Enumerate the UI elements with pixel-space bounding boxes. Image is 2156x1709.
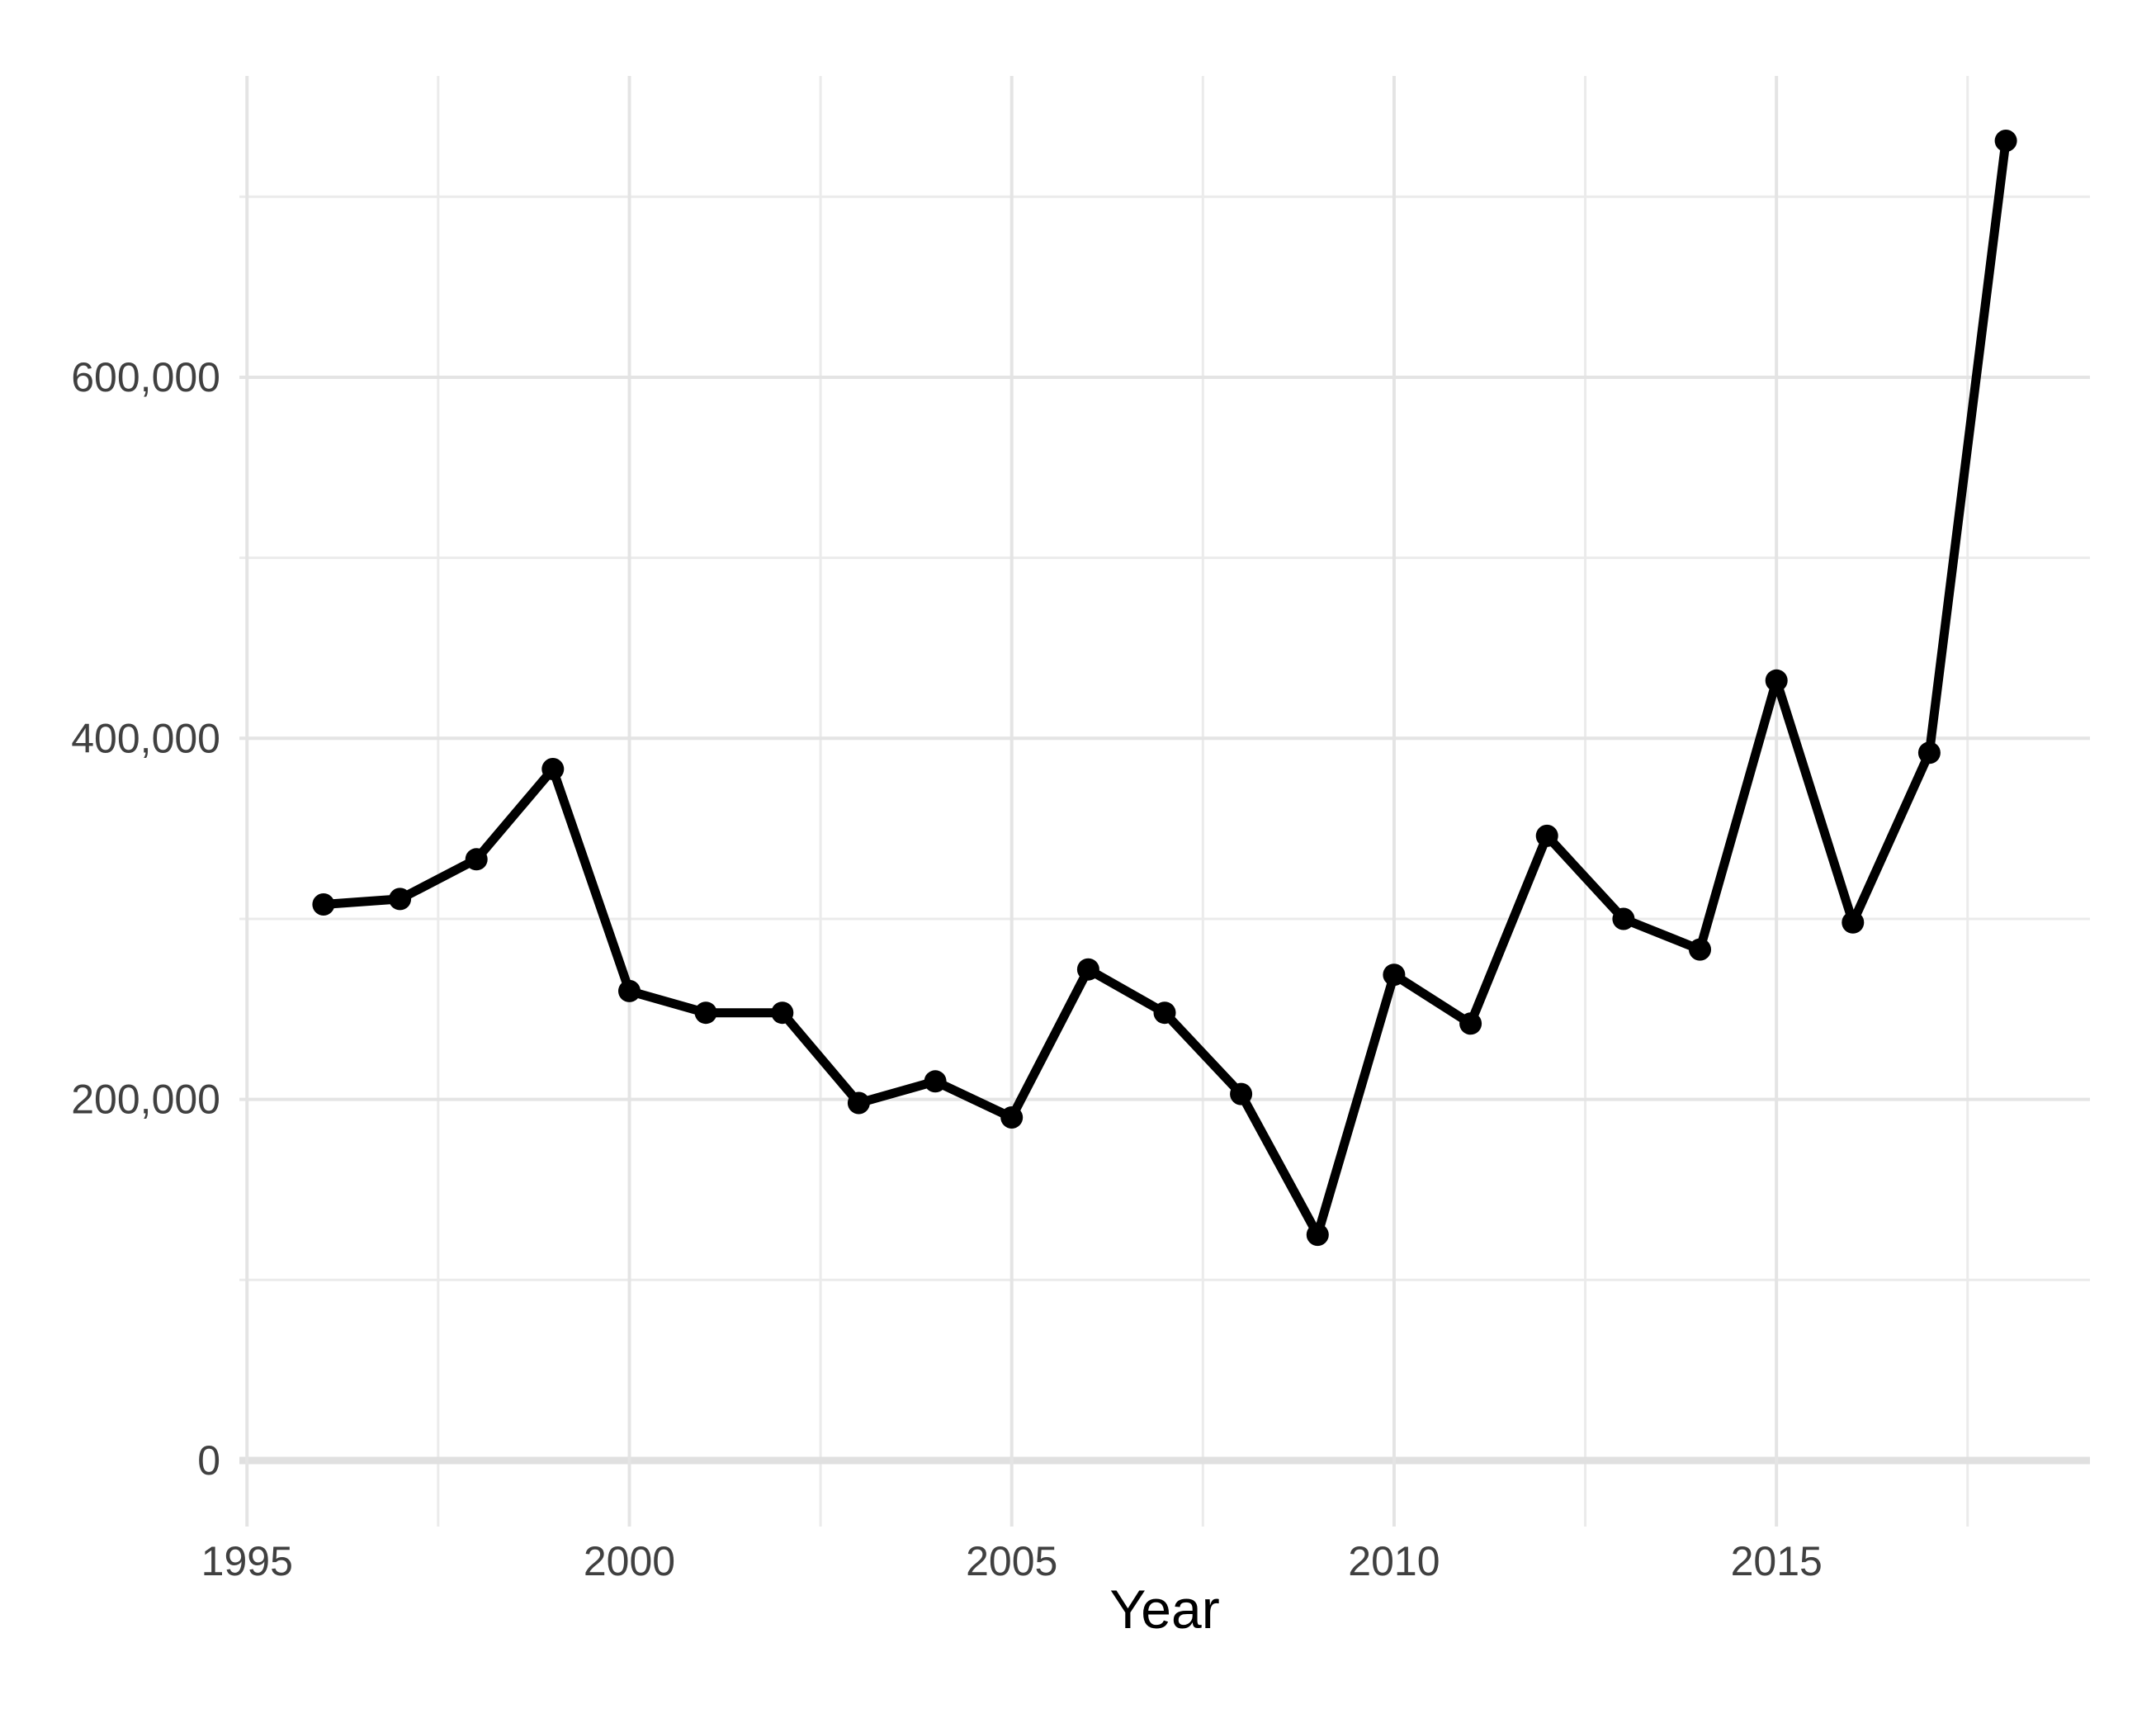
data-point bbox=[847, 1091, 870, 1115]
data-line bbox=[323, 140, 2011, 1240]
data-point bbox=[312, 893, 335, 916]
y-axis-tick-labels: 0 200,000 400,000 600,000 bbox=[71, 354, 220, 1484]
x-axis-title: Year bbox=[1109, 1579, 1219, 1640]
x-tick-label: 1995 bbox=[201, 1538, 293, 1584]
data-point bbox=[541, 758, 565, 780]
data-point bbox=[1765, 669, 1788, 692]
data-point bbox=[465, 848, 488, 871]
y-tick-label: 400,000 bbox=[71, 715, 220, 761]
x-tick-label: 2005 bbox=[966, 1538, 1057, 1584]
gridlines-major bbox=[239, 76, 2090, 1527]
data-point bbox=[618, 979, 641, 1002]
data-point bbox=[1230, 1082, 1253, 1105]
data-point bbox=[924, 1070, 947, 1093]
y-tick-label: 200,000 bbox=[71, 1077, 220, 1123]
y-tick-label: 0 bbox=[197, 1437, 220, 1484]
data-point bbox=[1535, 824, 1558, 847]
y-tick-label: 600,000 bbox=[71, 354, 220, 400]
data-point bbox=[694, 1001, 717, 1025]
data-point bbox=[1306, 1224, 1329, 1247]
data-point bbox=[1459, 1012, 1482, 1035]
data-point bbox=[1612, 907, 1635, 930]
x-tick-label: 2000 bbox=[584, 1538, 675, 1584]
data-point bbox=[1153, 1001, 1176, 1025]
data-point bbox=[1383, 963, 1406, 987]
x-tick-label: 2010 bbox=[1348, 1538, 1440, 1584]
data-point bbox=[1000, 1106, 1024, 1129]
x-axis-tick-labels: 1995 2000 2005 2010 2015 bbox=[201, 1538, 1823, 1584]
data-point bbox=[771, 1001, 794, 1025]
x-tick-label: 2015 bbox=[1731, 1538, 1823, 1584]
data-points bbox=[312, 130, 2017, 1247]
data-point bbox=[1689, 938, 1711, 961]
gridlines-minor bbox=[239, 76, 2090, 1527]
data-point bbox=[1917, 741, 1941, 765]
data-point bbox=[1842, 911, 1865, 934]
data-point bbox=[1076, 958, 1099, 981]
data-point bbox=[389, 888, 412, 911]
data-point bbox=[1994, 130, 2017, 152]
